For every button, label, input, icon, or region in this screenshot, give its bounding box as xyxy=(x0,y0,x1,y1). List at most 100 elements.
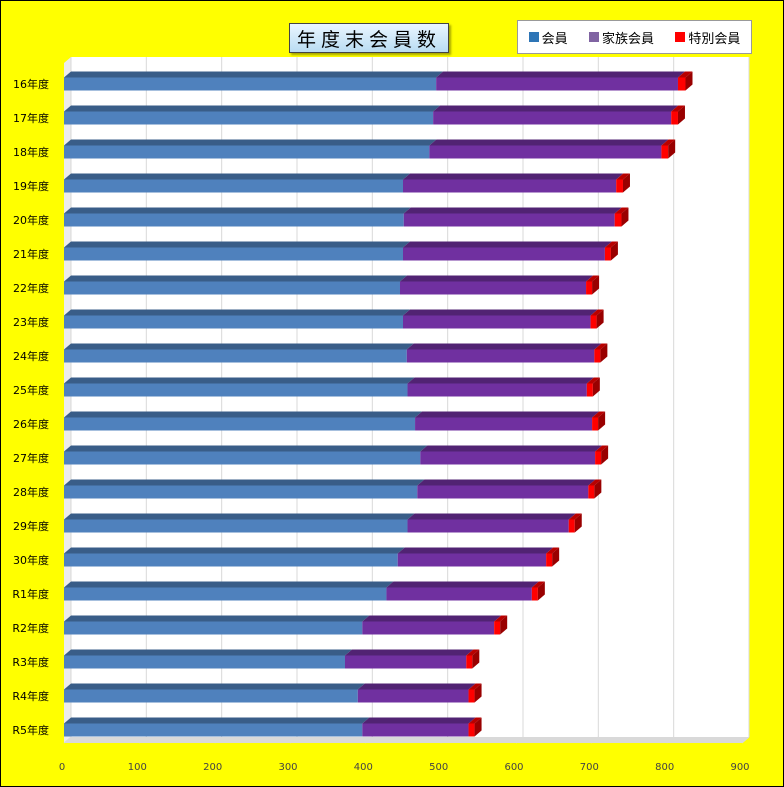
bar-member-top xyxy=(64,309,410,316)
bar-special-top xyxy=(671,105,685,112)
bar-special xyxy=(466,655,473,669)
bar-family xyxy=(386,587,532,601)
legend-label-special: 特別会員 xyxy=(688,31,741,47)
bar-end-face xyxy=(474,683,482,703)
bar-end-face xyxy=(600,343,608,363)
y-tick-label: R1年度 xyxy=(12,587,49,601)
bar-member-top xyxy=(64,105,441,112)
bar-special xyxy=(604,247,611,261)
bar-special xyxy=(590,315,597,329)
bar-end-face xyxy=(601,445,609,465)
bar-special xyxy=(586,281,593,295)
bar-end-face xyxy=(621,207,629,227)
bar-member xyxy=(64,281,400,295)
x-tick-label: 0 xyxy=(59,762,65,773)
bar-family-top xyxy=(362,615,502,622)
chart-title: 年度末会員数 xyxy=(289,23,449,53)
bar-member xyxy=(64,655,345,669)
bar-special-top xyxy=(468,717,482,724)
bar-member xyxy=(64,145,430,159)
bar-end-face xyxy=(622,173,630,193)
bar-family-top xyxy=(407,377,594,384)
bar-special xyxy=(661,145,669,159)
legend-item-family: 家族会員 xyxy=(588,28,654,47)
legend-item-member: 会員 xyxy=(528,28,568,47)
legend-swatch-member xyxy=(528,32,539,42)
bar-member-top xyxy=(64,649,352,656)
legend-label-member: 会員 xyxy=(541,31,568,47)
bar-member xyxy=(64,451,421,465)
bar-special-top xyxy=(546,547,560,554)
bar-special-top xyxy=(588,479,602,486)
bar-special xyxy=(671,111,678,125)
bar-family-top xyxy=(429,139,669,146)
bar-end-face xyxy=(592,377,600,397)
bar-family-top xyxy=(420,445,603,452)
bar-member xyxy=(64,519,408,533)
bar-end-face xyxy=(592,275,600,295)
bar-family-top xyxy=(357,683,476,690)
bar-member-top xyxy=(64,343,414,350)
bar-end-face xyxy=(537,581,545,601)
bar-family-top xyxy=(403,241,612,248)
bar-special xyxy=(546,553,553,567)
bar-end-face xyxy=(500,615,508,635)
bar-family xyxy=(433,111,672,125)
bar-family-top xyxy=(403,207,622,214)
bar-end-face xyxy=(596,309,604,329)
bar-special xyxy=(592,417,599,431)
bar-member-top xyxy=(64,241,410,248)
bar-special-top xyxy=(594,343,608,350)
y-tick-label: 29年度 xyxy=(13,519,49,533)
bar-family xyxy=(415,417,593,431)
plot-floor xyxy=(64,737,749,743)
bar-end-face xyxy=(668,139,676,159)
x-tick-label: 600 xyxy=(504,762,523,773)
bar-family xyxy=(429,145,662,159)
gridline-floor xyxy=(289,736,298,744)
legend-item-special: 特別会員 xyxy=(675,28,740,47)
bar-member-top xyxy=(64,581,394,588)
bar-member-top xyxy=(64,445,428,452)
bar-family xyxy=(436,77,678,91)
bar-family-top xyxy=(344,649,474,656)
bar-member xyxy=(64,179,403,193)
legend-swatch-family xyxy=(588,32,599,42)
bar-special-top xyxy=(604,241,618,248)
legend-label-family: 家族会員 xyxy=(601,31,654,47)
bar-member-top xyxy=(64,479,425,486)
plot-back-wall xyxy=(71,57,749,737)
bar-special xyxy=(586,383,593,397)
bar-member-top xyxy=(64,377,415,384)
bar-member xyxy=(64,315,403,329)
bar-family-top xyxy=(403,309,598,316)
y-tick-label: 19年度 xyxy=(13,179,49,193)
bar-special xyxy=(568,519,575,533)
y-tick-label: 30年度 xyxy=(13,553,49,567)
bar-special xyxy=(594,349,601,363)
gridline-floor xyxy=(440,736,448,744)
x-tick-label: 400 xyxy=(354,762,373,773)
bar-end-face xyxy=(594,479,602,499)
x-tick-label: 500 xyxy=(429,762,448,773)
y-tick-label: 16年度 xyxy=(13,77,49,91)
y-tick-label: 20年度 xyxy=(13,213,49,227)
bar-special xyxy=(588,485,595,499)
y-tick-label: 24年度 xyxy=(13,349,49,363)
bar-family xyxy=(344,655,467,669)
bar-end-face xyxy=(474,717,482,737)
y-tick-label: 28年度 xyxy=(13,485,49,499)
bar-special xyxy=(595,451,602,465)
bar-family xyxy=(403,213,615,227)
bar-family xyxy=(399,281,587,295)
bar-member-top xyxy=(64,615,370,622)
bar-member xyxy=(64,621,363,635)
bar-special xyxy=(614,213,622,227)
bar-end-face xyxy=(472,649,480,669)
bar-end-face xyxy=(598,411,606,431)
bar-special-top xyxy=(595,445,609,452)
bar-special-top xyxy=(586,275,600,282)
bar-special-top xyxy=(531,581,545,588)
bar-family-top xyxy=(433,105,679,112)
plot-side-wall xyxy=(64,57,71,743)
